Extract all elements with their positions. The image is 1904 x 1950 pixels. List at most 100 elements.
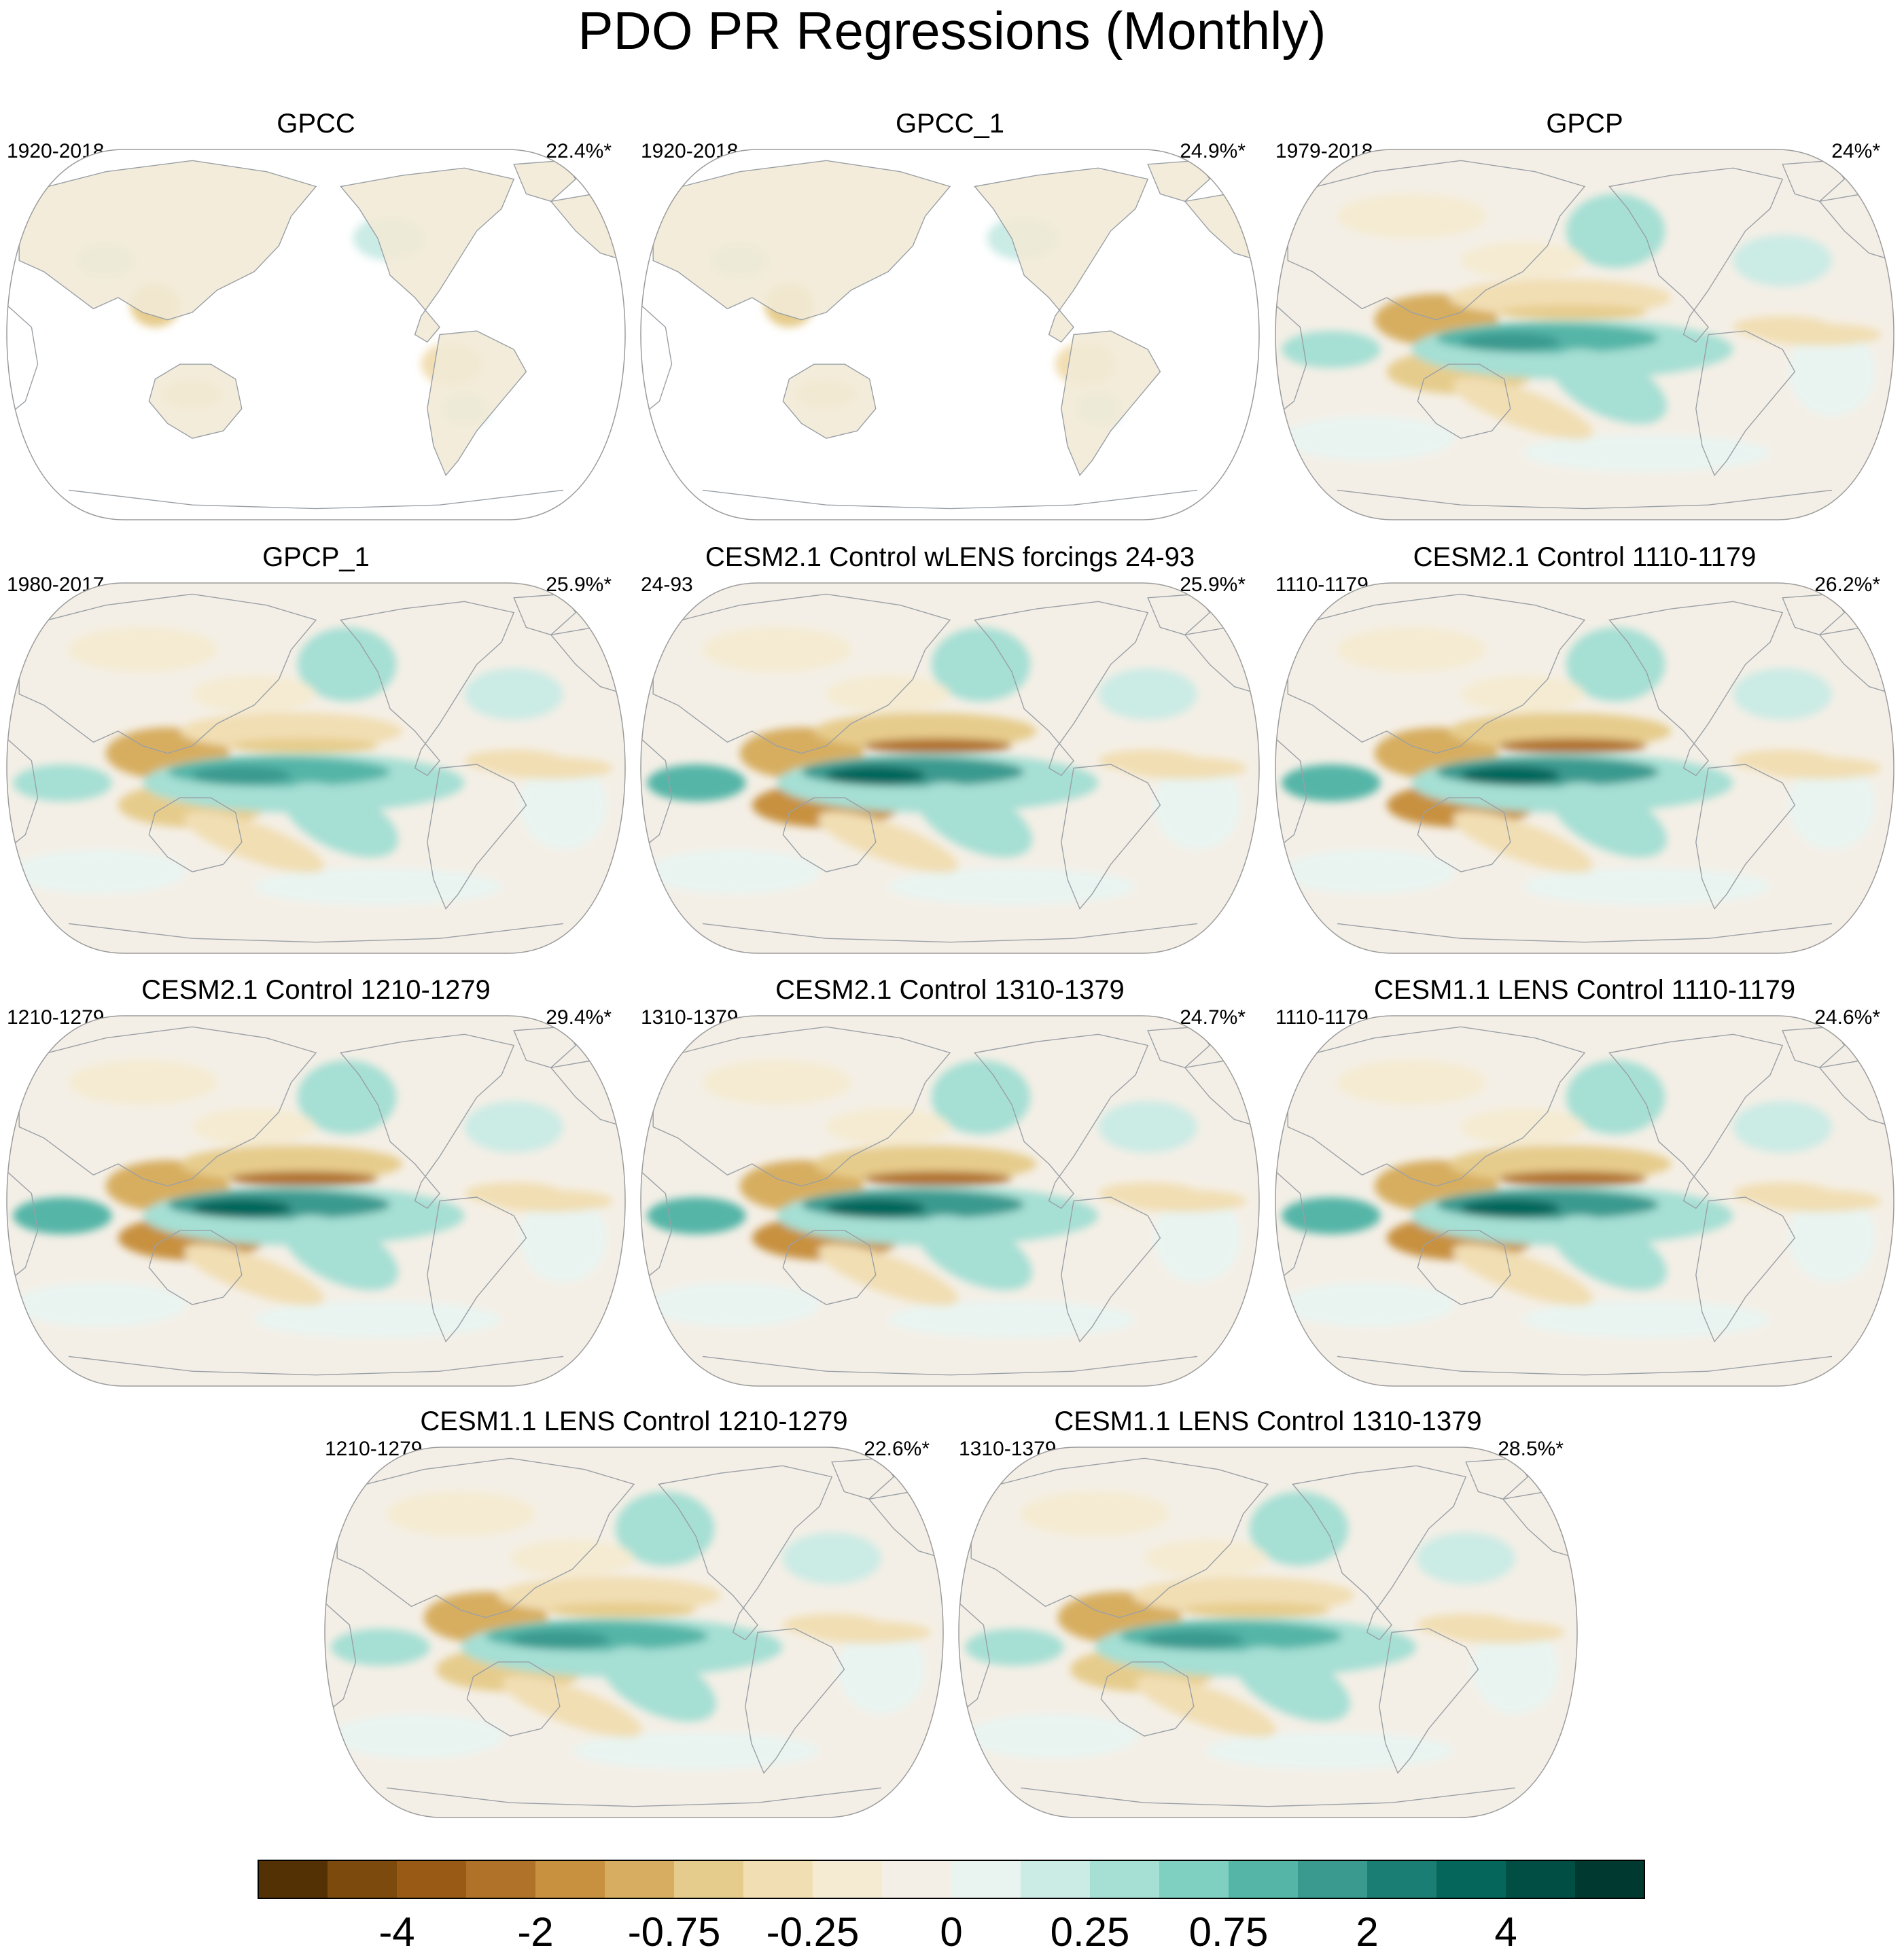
anomaly-patch bbox=[387, 1758, 634, 1788]
coastline-asia bbox=[1287, 1026, 1586, 1187]
anomaly-patch bbox=[1523, 1300, 1770, 1339]
panel-variance: 28.5%* bbox=[1498, 1438, 1564, 1460]
coastline-antarctica bbox=[1337, 489, 1833, 510]
anomaly-patch bbox=[192, 1108, 316, 1146]
anomaly-patch bbox=[1566, 1060, 1665, 1135]
coastline-namerica bbox=[1608, 601, 1784, 777]
anomaly-patch bbox=[69, 1060, 217, 1105]
anomaly-patch bbox=[1566, 627, 1665, 702]
anomaly-patch bbox=[1461, 675, 1585, 713]
anomaly-patch bbox=[192, 675, 316, 713]
anomaly-patch bbox=[13, 1197, 112, 1235]
anomaly-patch bbox=[1452, 1244, 1593, 1306]
panel-title: GPCC bbox=[277, 109, 355, 139]
coastlines bbox=[1275, 593, 1894, 943]
anomaly-patch bbox=[1757, 757, 1882, 779]
anomaly-patch bbox=[1523, 868, 1770, 906]
anomaly-patch bbox=[965, 1629, 1064, 1666]
panel-variance: 26.2%* bbox=[1814, 573, 1880, 596]
map-outline bbox=[324, 1447, 944, 1818]
anomaly-patch bbox=[510, 1630, 610, 1650]
anomaly-patch bbox=[1021, 1491, 1169, 1536]
anomaly-patch bbox=[69, 893, 316, 924]
anomaly-patch bbox=[931, 627, 1031, 702]
panel-title: GPCP bbox=[1546, 109, 1623, 139]
anomaly-patch bbox=[1098, 668, 1197, 720]
anomaly-patch bbox=[69, 627, 217, 672]
coastline-antarctica bbox=[702, 1355, 1198, 1376]
anomaly-patch bbox=[647, 849, 820, 894]
anomaly-patch bbox=[1123, 1190, 1247, 1212]
anomaly-patch bbox=[192, 766, 292, 785]
coastline-antarctica bbox=[68, 1355, 564, 1376]
panel-variance: 22.4%* bbox=[546, 140, 612, 162]
anomaly-patch bbox=[1282, 416, 1455, 461]
anomaly-patch bbox=[1144, 1630, 1244, 1650]
coastline-samerica bbox=[427, 330, 527, 476]
anomaly-patch bbox=[520, 760, 607, 850]
anomaly-patch bbox=[1144, 1540, 1268, 1577]
anomaly-patch bbox=[1282, 1197, 1381, 1235]
anomaly-patch bbox=[1733, 1101, 1832, 1153]
anomaly-patch bbox=[572, 1732, 819, 1770]
coastline-australia bbox=[1417, 797, 1511, 872]
anomaly-field bbox=[647, 1060, 1247, 1357]
colorbar-swatch bbox=[535, 1860, 605, 1898]
anomaly-patch bbox=[1337, 627, 1486, 672]
anomaly-patch bbox=[1472, 1625, 1559, 1714]
colorbar-swatch bbox=[1436, 1860, 1506, 1898]
map-outline bbox=[640, 1015, 1260, 1387]
anomaly-patch bbox=[826, 675, 950, 713]
anomaly-patch bbox=[1337, 460, 1585, 491]
coastline-samerica bbox=[427, 1196, 527, 1343]
anomaly-patch bbox=[703, 627, 851, 672]
colorbar-swatch bbox=[466, 1860, 536, 1898]
anomaly-patch bbox=[1154, 760, 1241, 850]
coastlines bbox=[1275, 1026, 1894, 1376]
map-field bbox=[641, 1016, 1259, 1386]
coastline-asia bbox=[1287, 593, 1586, 754]
map-field bbox=[1275, 1016, 1894, 1386]
anomaly-patch bbox=[1337, 1060, 1486, 1105]
anomaly-patch bbox=[1337, 194, 1486, 238]
coastline-australia bbox=[782, 1230, 877, 1305]
coastline-samerica bbox=[1695, 1196, 1796, 1343]
coastline-namerica bbox=[974, 601, 1149, 777]
coastline-asia bbox=[652, 160, 951, 321]
anomaly-patch bbox=[917, 782, 1032, 857]
map-panel: CESM2.1 Control wLENS forcings 24-93 24-9… bbox=[640, 542, 1260, 954]
anomaly-patch bbox=[931, 1060, 1031, 1135]
panel-title: CESM2.1 Control 1210-1279 bbox=[141, 975, 491, 1005]
anomaly-patch bbox=[1235, 1646, 1350, 1722]
anomaly-patch bbox=[501, 1676, 643, 1737]
coastline-namerica bbox=[1608, 1033, 1784, 1209]
anomaly-patch bbox=[863, 738, 1012, 754]
colorbar-swatch bbox=[1298, 1860, 1368, 1898]
anomaly-patch bbox=[1282, 331, 1381, 368]
coastline-antarctica bbox=[702, 489, 1198, 510]
anomaly-patch bbox=[331, 1714, 504, 1758]
panel-variance: 24.9%* bbox=[1180, 140, 1246, 162]
coastline-samerica bbox=[1695, 330, 1796, 476]
anomaly-patch bbox=[703, 1060, 851, 1105]
anomaly-patch bbox=[13, 1282, 186, 1327]
coastline-asia bbox=[1287, 160, 1586, 321]
coastline-samerica bbox=[1061, 330, 1161, 476]
coastline-australia bbox=[148, 1230, 243, 1305]
coastline-antarctica bbox=[68, 489, 564, 510]
coastline-australia bbox=[148, 797, 243, 872]
anomaly-patch bbox=[888, 868, 1135, 906]
coastline-africa bbox=[959, 1602, 991, 1714]
anomaly-patch bbox=[297, 1060, 397, 1135]
anomaly-patch bbox=[1154, 1193, 1241, 1283]
coastline-samerica bbox=[1061, 764, 1161, 910]
colorbar-swatch bbox=[674, 1860, 744, 1898]
anomaly-patch bbox=[520, 1193, 607, 1283]
map-outline bbox=[1275, 582, 1894, 954]
coastline-asia bbox=[652, 593, 951, 754]
